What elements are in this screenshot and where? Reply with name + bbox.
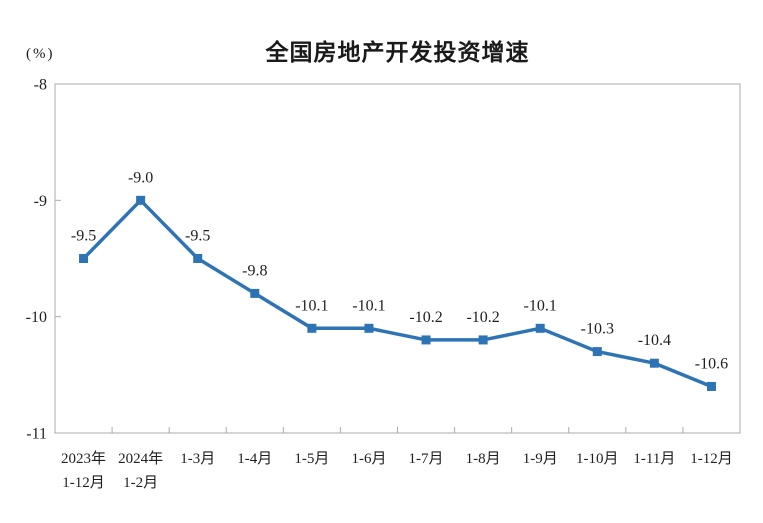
data-point-marker <box>478 335 488 345</box>
x-axis-tick-label: 1-7月 <box>409 451 444 467</box>
data-point-marker <box>79 254 89 263</box>
data-point-label: -9.5 <box>71 228 96 245</box>
plot-border <box>54 83 741 434</box>
x-axis-tick-label: 1-11月 <box>633 451 675 467</box>
data-point-label: -10.4 <box>638 332 671 349</box>
x-axis-tick-label: 1-5月 <box>294 451 329 467</box>
chart-title: 全国房地产开发投资增速 <box>265 39 530 65</box>
x-axis-tick-label: 1-8月 <box>466 451 501 467</box>
data-point-label: -10.3 <box>581 321 614 338</box>
data-point-label: -10.2 <box>409 309 442 326</box>
data-point-marker <box>193 254 203 263</box>
x-axis-tick-label: 1-9月 <box>523 451 558 467</box>
data-point-marker <box>250 288 260 298</box>
x-axis-tick-label: 2024年 <box>118 450 163 467</box>
data-point-label: -9.8 <box>242 262 267 279</box>
data-point-marker <box>307 323 317 333</box>
x-axis-tick-label: 2023年 <box>61 450 106 467</box>
data-point-marker <box>535 323 545 333</box>
y-axis-tick-label: -10 <box>26 309 47 326</box>
data-point-label: -9.5 <box>185 228 210 245</box>
y-axis-unit-label: (%) <box>26 46 55 62</box>
y-axis-tick-label: -11 <box>26 426 47 443</box>
x-axis-tick-label: 1-12月 <box>62 475 105 491</box>
data-point-marker <box>421 335 431 345</box>
x-axis-tick-label: 1-12月 <box>690 451 733 467</box>
x-axis-tick-label: 1-10月 <box>576 451 619 467</box>
data-point-marker <box>649 358 659 368</box>
x-axis-tick-label: 1-6月 <box>351 451 386 467</box>
data-point-label: -10.1 <box>524 297 557 314</box>
data-point-marker <box>364 323 374 333</box>
trend-line <box>82 197 713 389</box>
x-axis-tick-label: 1-4月 <box>237 451 272 467</box>
data-point-marker <box>706 381 716 391</box>
data-point-label: -9.0 <box>128 169 153 186</box>
data-point-label: -10.2 <box>466 309 499 326</box>
data-point-marker <box>136 195 146 205</box>
x-axis-tick-label: 1-3月 <box>180 451 215 467</box>
x-axis-tick-label: 1-2月 <box>123 475 158 491</box>
data-point-label: -10.1 <box>295 297 328 314</box>
data-point-label: -10.1 <box>352 297 385 314</box>
y-axis-tick-label: -9 <box>34 193 47 210</box>
y-axis-tick-label: -8 <box>34 77 47 94</box>
data-point-label: -10.6 <box>695 355 728 372</box>
data-point-marker <box>592 347 602 357</box>
